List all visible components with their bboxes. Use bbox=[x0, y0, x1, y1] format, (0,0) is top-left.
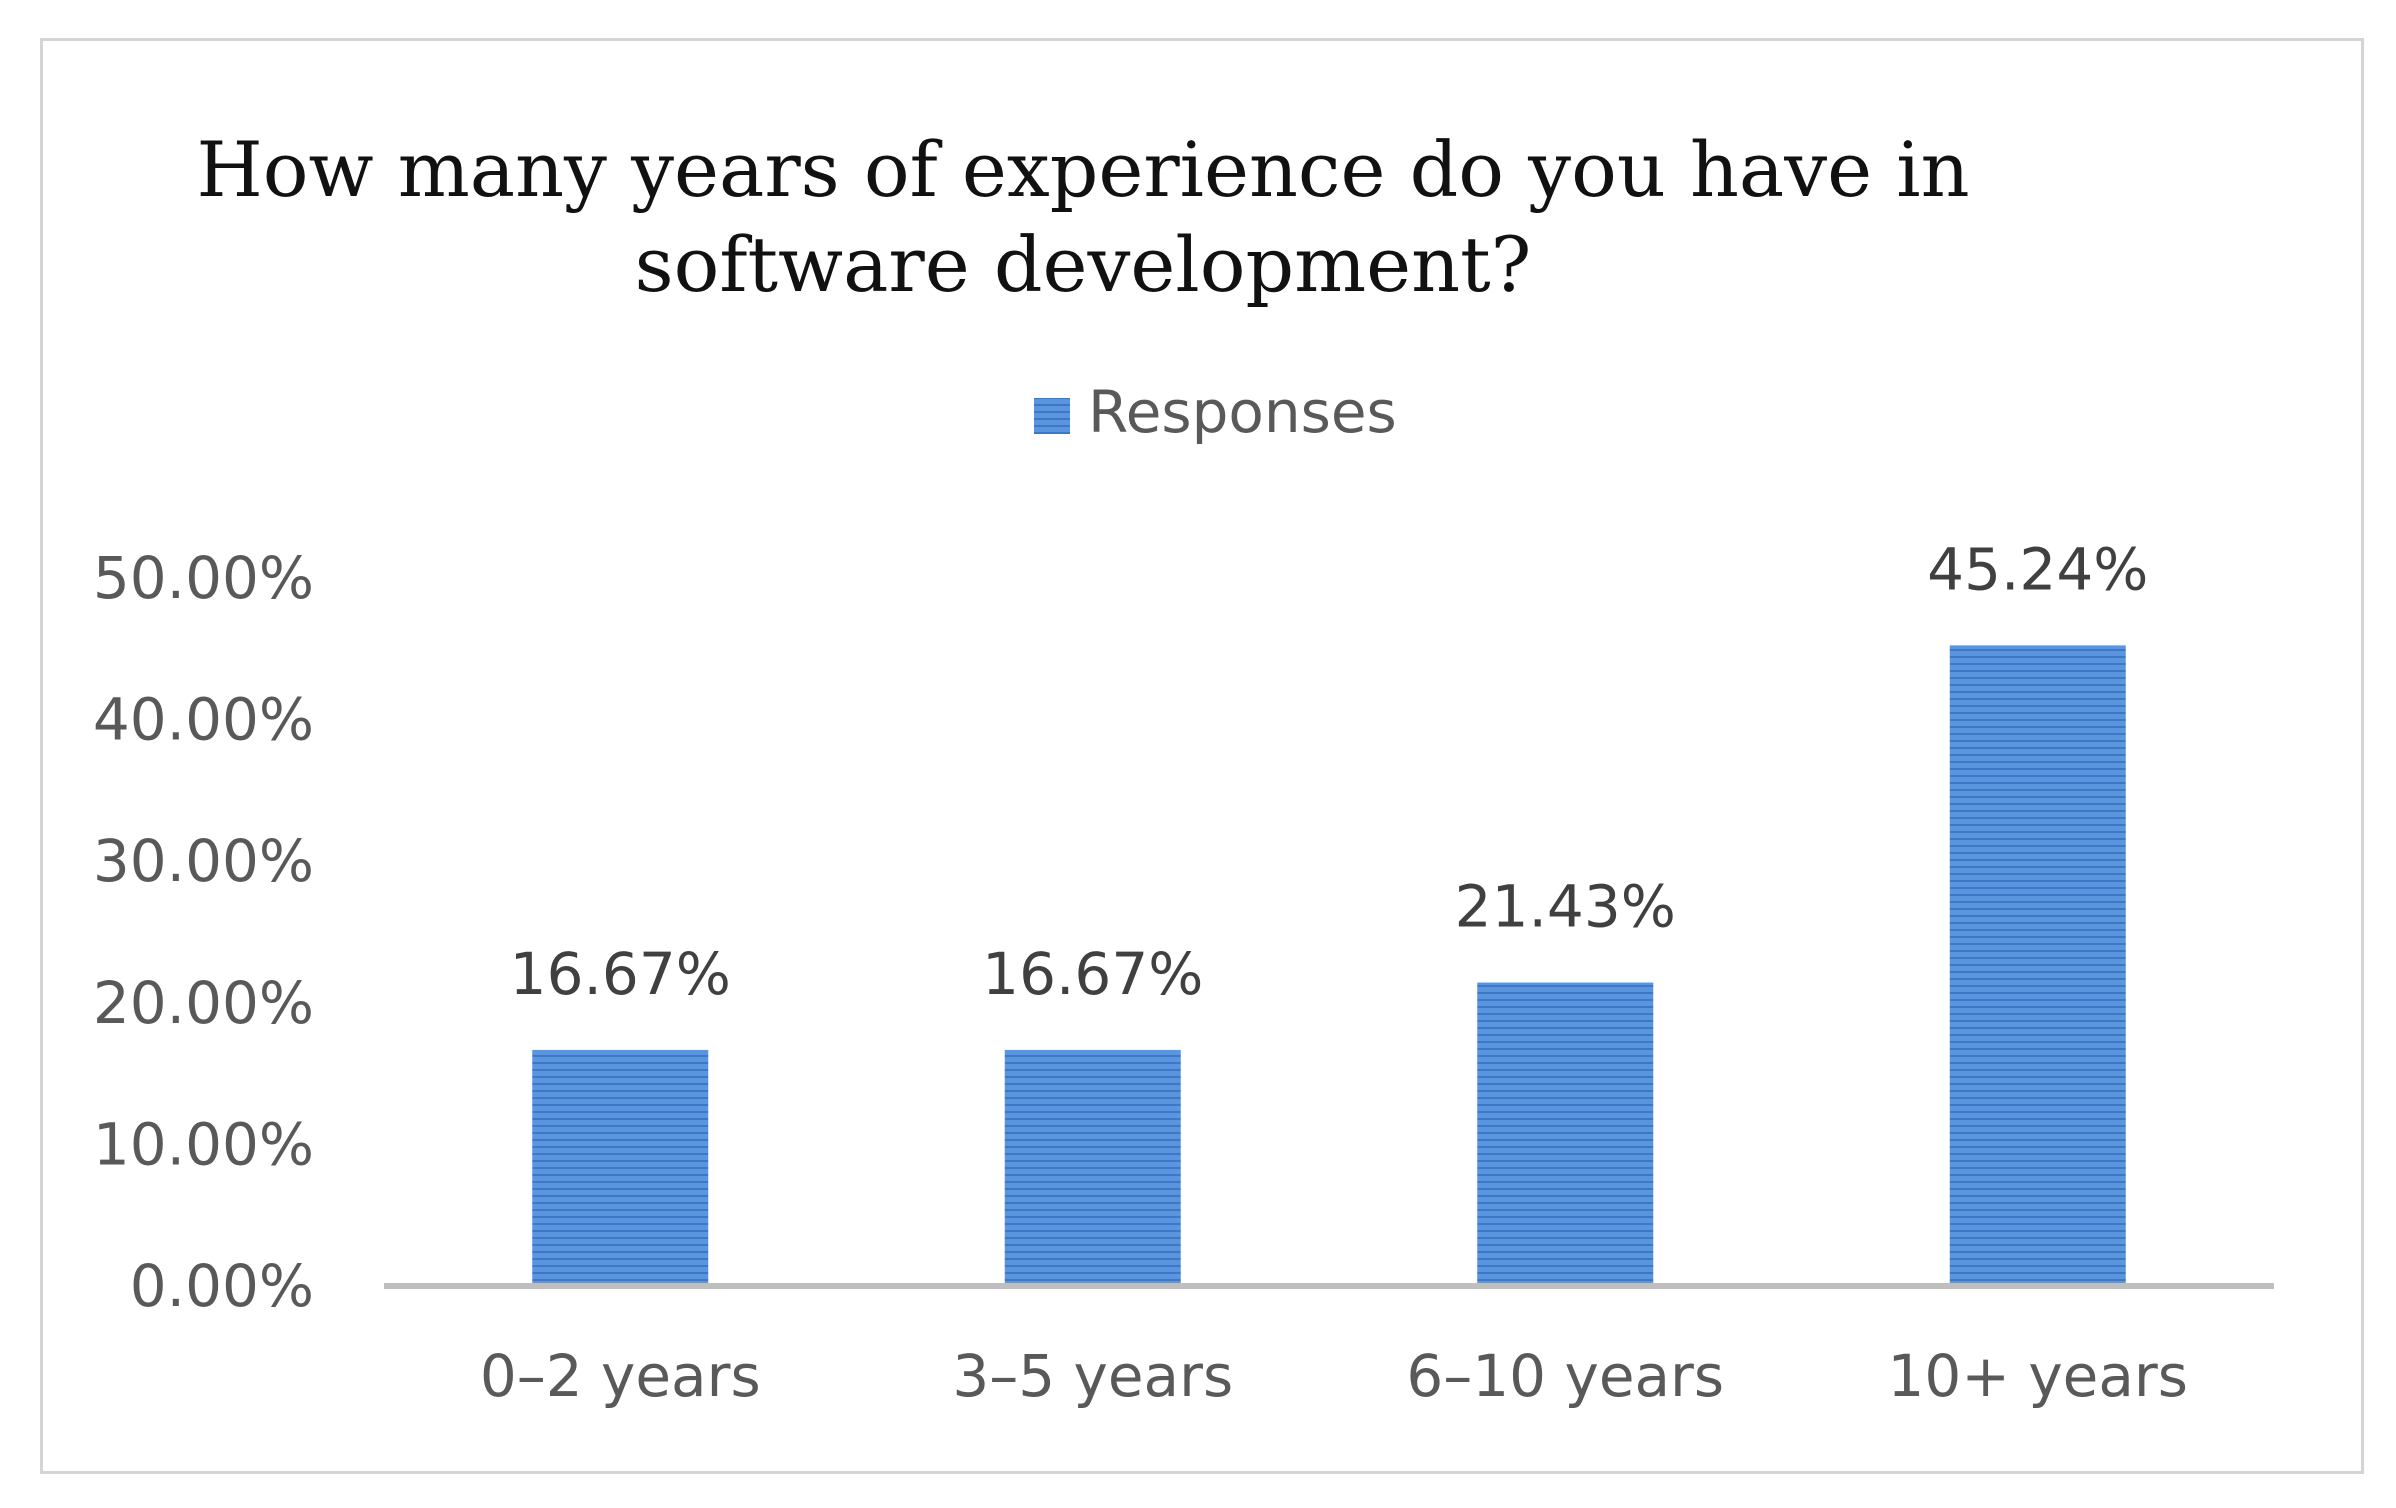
data-label: 16.67% bbox=[510, 940, 731, 1008]
x-tick-label: 3–5 years bbox=[952, 1342, 1233, 1410]
y-tick-label: 20.00% bbox=[93, 969, 314, 1037]
legend: Responses bbox=[1034, 378, 1397, 446]
data-label: 16.67% bbox=[982, 940, 1203, 1008]
x-tick-label: 10+ years bbox=[1888, 1342, 2188, 1410]
y-tick-label: 50.00% bbox=[93, 544, 314, 612]
legend-label: Responses bbox=[1088, 378, 1397, 446]
y-tick-label: 30.00% bbox=[93, 827, 314, 895]
chart-title-line-2: software development? bbox=[635, 220, 1532, 309]
x-tick-label: 6–10 years bbox=[1406, 1342, 1724, 1410]
bar bbox=[1477, 982, 1654, 1286]
data-label: 21.43% bbox=[1455, 873, 1676, 941]
data-label: 45.24% bbox=[1927, 535, 2148, 603]
chart-title-line-1: How many years of experience do you have… bbox=[196, 125, 1969, 214]
data-labels: 16.67% 16.67% 21.43% 45.24% bbox=[510, 535, 2149, 1008]
y-tick-label: 10.00% bbox=[93, 1110, 314, 1178]
x-axis: 0–2 years 3–5 years 6–10 years 10+ years bbox=[480, 1342, 2188, 1410]
bars bbox=[532, 645, 2126, 1286]
y-tick-label: 40.00% bbox=[93, 686, 314, 754]
y-tick-label: 0.00% bbox=[130, 1252, 314, 1320]
x-tick-label: 0–2 years bbox=[480, 1342, 761, 1410]
bar bbox=[1949, 645, 2126, 1286]
y-axis: 0.00% 10.00% 20.00% 30.00% 40.00% 50.00% bbox=[93, 544, 314, 1320]
legend-swatch bbox=[1034, 398, 1070, 434]
bar bbox=[1004, 1049, 1181, 1286]
bar bbox=[532, 1049, 709, 1286]
